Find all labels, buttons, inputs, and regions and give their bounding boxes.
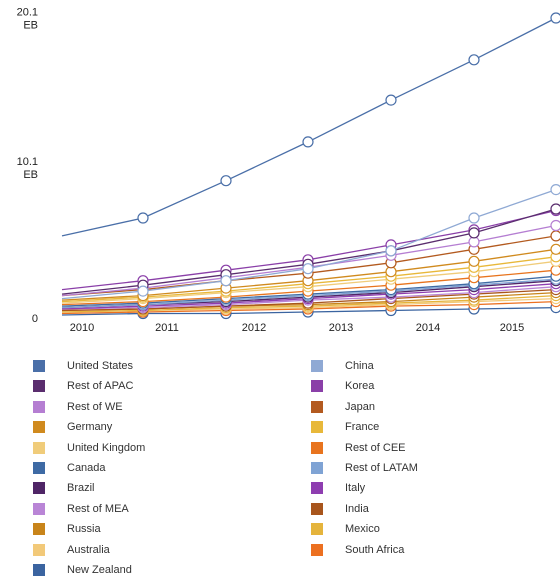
x-tick-label: 2011: [155, 322, 179, 334]
legend-item: Rest of MEA: [33, 501, 129, 517]
x-tick-label: 2014: [416, 322, 440, 334]
x-tick-label: 2010: [70, 322, 94, 334]
legend-item: Brazil: [33, 480, 95, 496]
legend-swatch: [33, 564, 45, 576]
legend-swatch: [33, 380, 45, 393]
data-point: [550, 184, 560, 196]
data-point: [302, 263, 314, 275]
legend-label: United States: [67, 360, 134, 372]
y-tick-label: 0: [32, 313, 38, 325]
legend-label: Canada: [67, 462, 106, 474]
legend-label: Japan: [345, 400, 375, 413]
data-point: [468, 255, 480, 267]
legend-label: Rest of APAC: [67, 380, 134, 393]
legend-swatch: [311, 360, 323, 372]
data-point: [550, 219, 560, 232]
legend-swatch: [311, 543, 323, 556]
data-point: [302, 136, 314, 148]
data-point: [550, 230, 560, 242]
data-point: [468, 212, 480, 224]
legend-label: Korea: [345, 380, 375, 393]
x-tick-label: 2015: [500, 322, 524, 334]
legend-swatch: [33, 482, 45, 495]
legend-swatch: [311, 421, 323, 434]
legend-label: Rest of CEE: [345, 441, 406, 454]
y-tick-label: 20.1: [17, 7, 38, 19]
legend-swatch: [33, 421, 45, 434]
data-point: [137, 212, 149, 224]
data-point: [550, 203, 560, 215]
legend-item: United Kingdom: [33, 440, 145, 456]
data-point: [468, 227, 480, 239]
x-tick-label: 2012: [242, 322, 266, 334]
legend-swatch: [33, 502, 45, 515]
y-tick-label: 10.1: [17, 156, 38, 168]
y-tick-label: EB: [23, 20, 38, 32]
legend-swatch: [33, 400, 45, 413]
legend-item: Japan: [311, 399, 375, 415]
data-point: [220, 275, 232, 287]
legend-swatch: [311, 502, 323, 515]
data-point: [550, 12, 560, 24]
legend-swatch: [311, 482, 323, 495]
legend-item: Germany: [33, 419, 112, 435]
legend-item: South Africa: [311, 542, 404, 558]
legend-item: Rest of CEE: [311, 440, 406, 456]
legend-label: New Zealand: [67, 564, 132, 576]
legend-swatch: [33, 543, 45, 556]
legend-swatch: [33, 462, 45, 474]
legend-label: United Kingdom: [67, 441, 146, 454]
data-point: [468, 54, 480, 66]
legend-item: Korea: [311, 378, 374, 394]
data-point: [137, 285, 149, 297]
legend-label: Italy: [345, 482, 366, 495]
data-point: [385, 245, 397, 257]
legend-item: Canada: [33, 460, 106, 476]
legend-swatch: [311, 400, 323, 413]
legend-label: Rest of WE: [67, 400, 123, 413]
legend-item: New Zealand: [33, 562, 132, 578]
legend-item: Russia: [33, 521, 101, 537]
legend-label: South Africa: [345, 543, 405, 556]
legend-label: Rest of LATAM: [345, 462, 418, 474]
legend-swatch: [33, 360, 45, 372]
legend-swatch: [33, 441, 45, 454]
data-point: [385, 94, 397, 106]
legend-item: China: [311, 358, 374, 374]
legend-label: Russia: [67, 523, 101, 536]
legend-item: Mexico: [311, 521, 380, 537]
legend-item: Rest of LATAM: [311, 460, 418, 476]
series-china: [61, 184, 560, 300]
legend-label: France: [345, 421, 380, 434]
legend-item: Rest of APAC: [33, 378, 133, 394]
legend-swatch: [33, 523, 45, 536]
y-tick-label: EB: [23, 169, 38, 181]
legend-item: United States: [33, 358, 133, 374]
series-united-states: [61, 12, 560, 237]
legend-item: Rest of WE: [33, 399, 123, 415]
legend-label: Rest of MEA: [67, 502, 129, 515]
legend-label: Australia: [67, 543, 110, 556]
x-tick-label: 2013: [329, 322, 353, 334]
legend-label: Germany: [67, 421, 113, 434]
legend-item: India: [311, 501, 369, 517]
series-line: [61, 17, 557, 237]
legend-item: France: [311, 419, 379, 435]
legend-swatch: [311, 380, 323, 393]
legend-label: Mexico: [345, 523, 380, 536]
legend-item: Australia: [33, 542, 110, 558]
legend-swatch: [311, 523, 323, 536]
legend-swatch: [311, 462, 323, 474]
data-point: [220, 175, 232, 187]
legend-label: India: [345, 502, 369, 515]
legend-item: Italy: [311, 480, 365, 496]
legend-label: China: [345, 360, 374, 372]
data-point: [550, 243, 560, 255]
legend-swatch: [311, 441, 323, 454]
legend-label: Brazil: [67, 482, 95, 495]
